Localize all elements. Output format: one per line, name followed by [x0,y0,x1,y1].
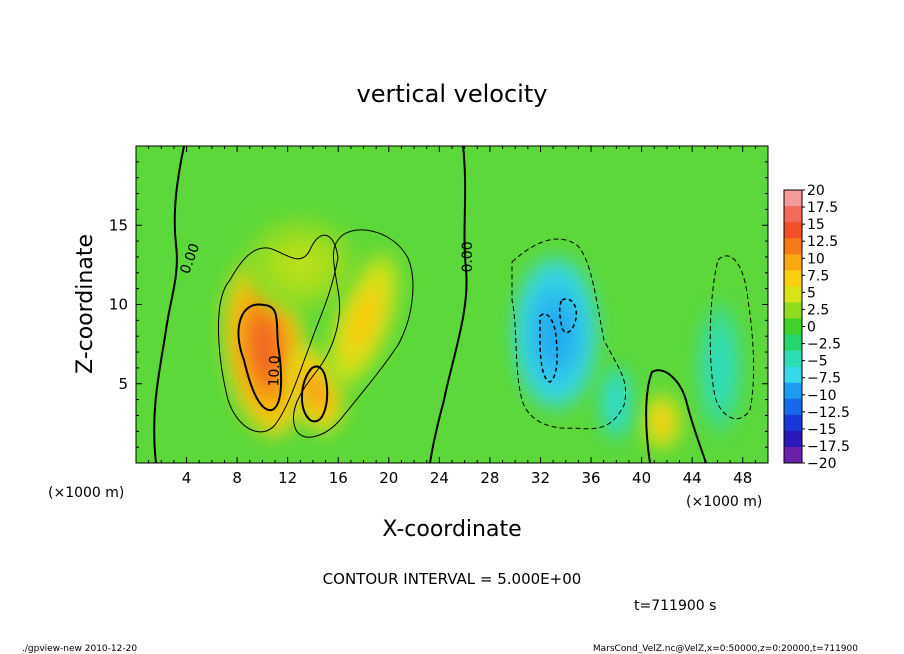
colorbar-swatch [784,318,802,336]
colorbar-swatch [784,430,802,448]
colorbar-tick-label: 2.5 [807,302,829,318]
colorbar-swatch [784,334,802,352]
colorbar-swatch [784,238,802,255]
field-feature [697,301,743,435]
x-tick-label: 8 [232,469,242,487]
colorbar-tick-label: −20 [807,456,837,472]
colorbar-swatch [784,446,802,464]
x-unit-label: (×1000 m) [686,494,762,510]
time-label: t=711900 s [634,598,716,614]
field-blob [279,247,321,282]
field-blob [609,389,623,417]
field-blob [654,411,670,433]
colorbar-swatch [784,206,802,223]
field-feature [243,217,358,313]
zero-contour-left [153,146,185,463]
contour-10-left [237,303,283,412]
colorbar-tick-label: 5 [807,285,816,301]
x-tick-label: 24 [430,469,449,487]
field-blob [305,374,326,406]
contour-5-right [292,229,414,438]
colorbar-swatch [784,286,802,303]
colorbar-tick-label: 0 [807,320,816,336]
colorbar-tick-label: 7.5 [807,268,829,284]
contour-interval-text: CONTOUR INTERVAL = 5.000E+00 [323,570,582,588]
contour-5-bottom-right [645,369,707,463]
x-tick-label: 20 [379,469,398,487]
contour-10-center [301,365,329,423]
x-tick-label: 48 [733,469,752,487]
footer-left: ./gpview-new 2010-12-20 [22,644,137,654]
x-tick-label: 32 [531,469,550,487]
colorbar-tick-label: −12.5 [807,405,850,421]
contour-lines [153,146,755,463]
x-tick-label: 4 [182,469,192,487]
contour-5-left [218,234,339,433]
contour-label: 10.0 [266,355,283,387]
colorbar-tick-label: −7.5 [807,371,841,387]
x-ticks: 4 8 12 16 20 24 28 32 36 40 44 48 [148,146,769,487]
contour-neg-5-right [709,255,755,420]
colorbar-swatch [784,398,802,416]
field-blob [249,317,281,381]
footer-right: MarsCond_VelZ.nc@VelZ,x=0:50000,z=0:2000… [593,644,858,654]
x-tick-label: 16 [329,469,348,487]
x-tick-label: 28 [480,469,499,487]
x-tick-label: 12 [278,469,297,487]
x-axis-label: X-coordinate [382,517,521,542]
colorbar-swatch [784,414,802,432]
colorbar-tick-label: 15 [807,217,825,233]
field-blob [350,295,377,345]
y-tick-label: 10 [109,296,128,314]
y-axis-label: Z-coordinate [73,234,98,374]
colorbar-swatch [784,382,802,400]
colorbar-tick-label: 10 [807,251,825,267]
colorbar-tick-label: −2.5 [807,337,841,353]
chart-title: vertical velocity [357,80,548,108]
colorbar-tick-label: 20 [807,183,825,199]
y-tick-label: 15 [109,216,128,234]
field-blob [711,343,729,392]
x-tick-label: 40 [632,469,651,487]
contour-label: 0.00 [460,241,476,272]
colorbar-tick-label: −15 [807,422,837,438]
colorbar-swatch [784,366,802,384]
colorbar-tick-label: −17.5 [807,439,850,455]
colorbar-swatch [784,350,802,368]
zero-contour-middle [429,146,468,463]
field-feature [327,252,400,389]
colorbar-swatch [784,302,802,319]
colorbar-swatch [784,190,802,207]
x-tick-label: 36 [581,469,600,487]
x-tick-label: 44 [683,469,702,487]
field-feature [641,393,683,451]
y-tick-label: 5 [118,375,128,393]
colorbar-swatch [784,270,802,287]
colorbar-tick-label: −5 [807,354,828,370]
contour-neg-5 [511,238,627,430]
field-feature [598,364,635,441]
colorbar-tick-label: 17.5 [807,200,838,216]
y-ticks: 5 10 15 [109,161,768,448]
colorbar-swatch [784,222,802,239]
colorbar-tick-label: −10 [807,388,837,404]
contour-neg-10-b [558,298,578,334]
y-unit-label: (×1000 m) [48,485,124,501]
colorbar-tick-label: 12.5 [807,234,838,250]
colorbar-swatch [784,254,802,271]
